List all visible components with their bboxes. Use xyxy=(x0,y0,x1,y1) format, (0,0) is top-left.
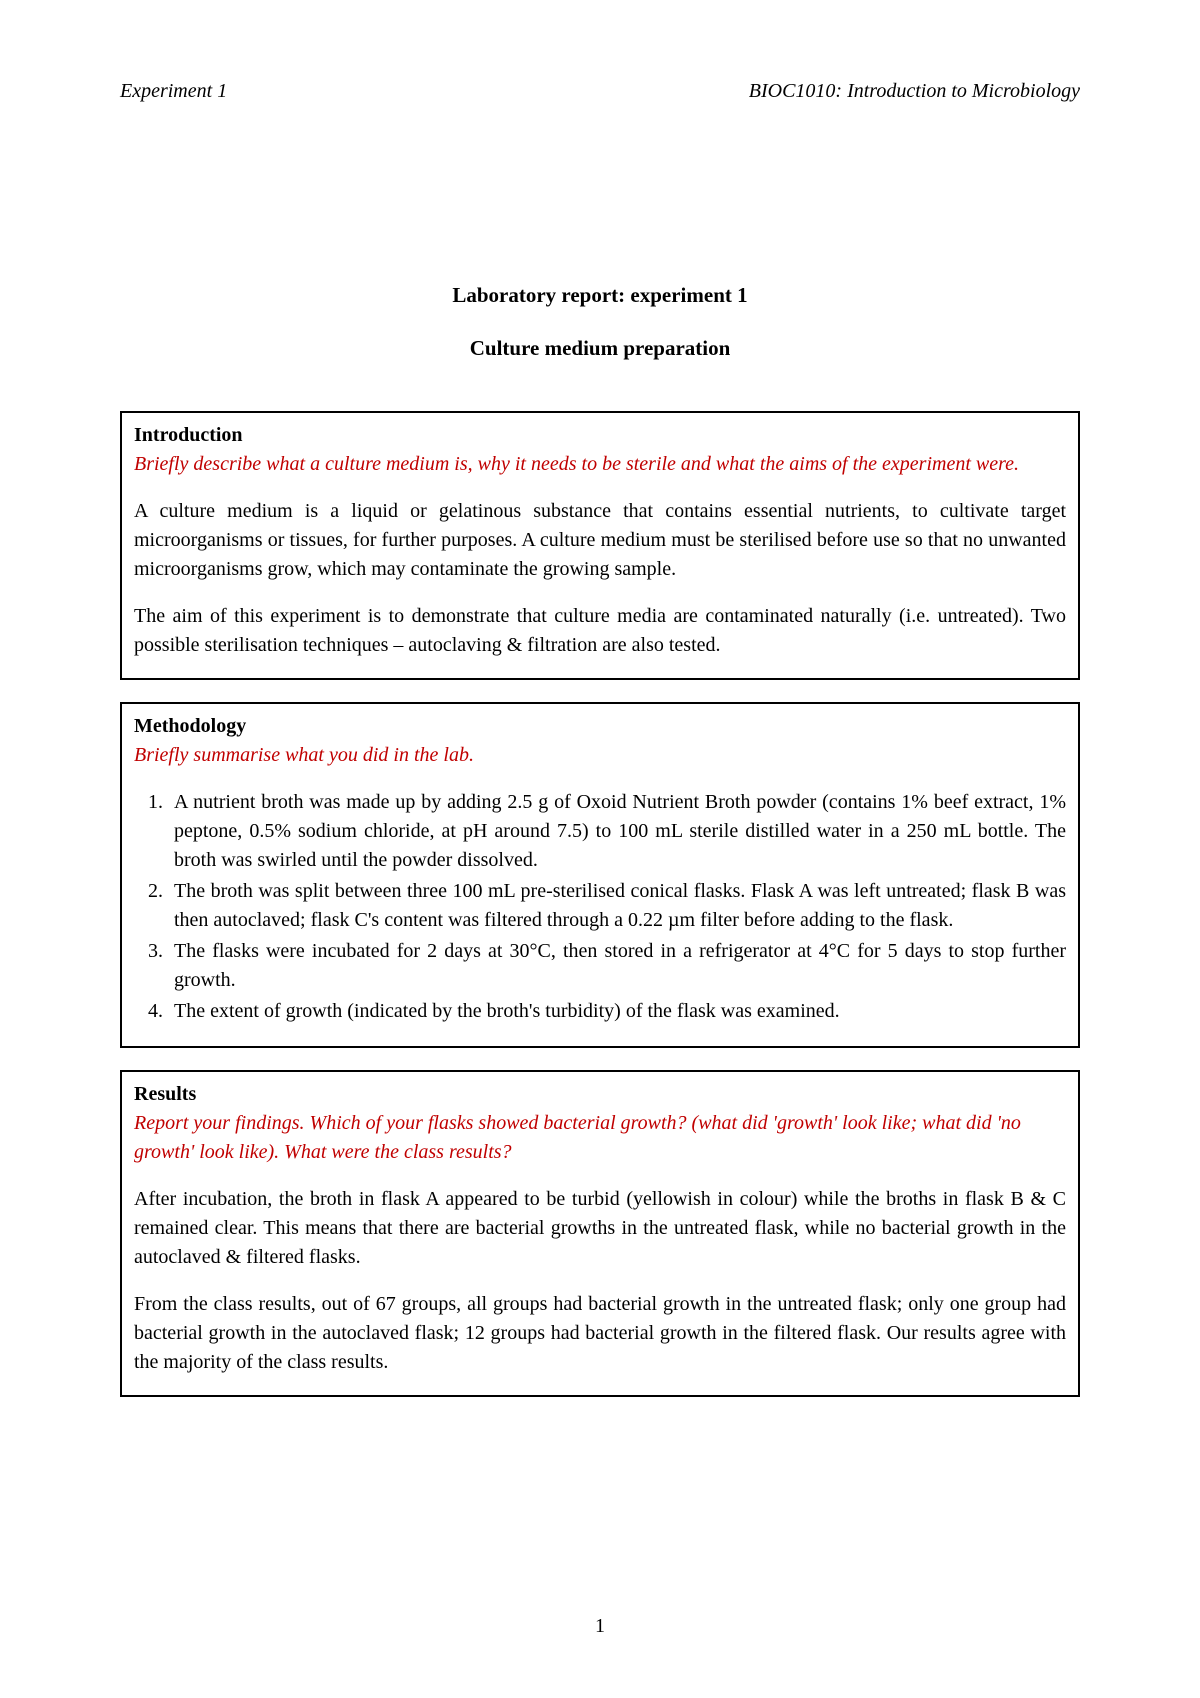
results-paragraph: After incubation, the broth in flask A a… xyxy=(134,1185,1066,1272)
method-heading: Methodology xyxy=(134,712,1066,741)
header-right: BIOC1010: Introduction to Microbiology xyxy=(749,80,1080,103)
method-list: A nutrient broth was made up by adding 2… xyxy=(134,788,1066,1026)
method-step: A nutrient broth was made up by adding 2… xyxy=(168,788,1066,875)
method-step: The broth was split between three 100 mL… xyxy=(168,877,1066,935)
page-number: 1 xyxy=(0,1615,1200,1638)
intro-paragraph: The aim of this experiment is to demonst… xyxy=(134,602,1066,660)
results-prompt: Report your findings. Which of your flas… xyxy=(134,1109,1066,1167)
page-header: Experiment 1 BIOC1010: Introduction to M… xyxy=(120,80,1080,103)
method-prompt: Briefly summarise what you did in the la… xyxy=(134,741,1066,770)
intro-paragraph: A culture medium is a liquid or gelatino… xyxy=(134,497,1066,584)
introduction-section: Introduction Briefly describe what a cul… xyxy=(120,411,1080,680)
results-heading: Results xyxy=(134,1080,1066,1109)
intro-prompt: Briefly describe what a culture medium i… xyxy=(134,450,1066,479)
method-step: The flasks were incubated for 2 days at … xyxy=(168,937,1066,995)
method-step: The extent of growth (indicated by the b… xyxy=(168,997,1066,1026)
header-left: Experiment 1 xyxy=(120,80,227,103)
report-subtitle: Culture medium preparation xyxy=(120,336,1080,361)
results-section: Results Report your findings. Which of y… xyxy=(120,1070,1080,1397)
report-title: Laboratory report: experiment 1 xyxy=(120,283,1080,308)
results-paragraph: From the class results, out of 67 groups… xyxy=(134,1290,1066,1377)
methodology-section: Methodology Briefly summarise what you d… xyxy=(120,702,1080,1048)
title-block: Laboratory report: experiment 1 Culture … xyxy=(120,283,1080,361)
intro-heading: Introduction xyxy=(134,421,1066,450)
